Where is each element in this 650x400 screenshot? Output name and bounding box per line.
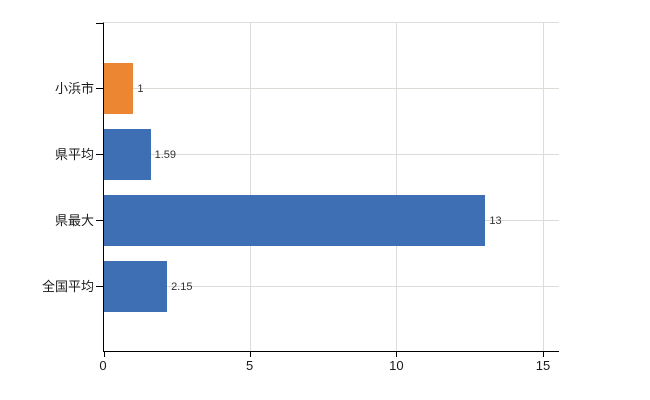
bar-value-label: 13 — [489, 214, 502, 227]
bar-value-label: 1.59 — [154, 148, 177, 161]
bar-県平均 — [104, 129, 151, 180]
x-axis-tick — [104, 351, 105, 357]
bar-全国平均 — [104, 261, 168, 312]
vertical-gridline — [249, 23, 251, 351]
x-tick-label: 0 — [99, 358, 107, 373]
x-axis-tick — [396, 351, 398, 357]
category-gridline — [104, 286, 559, 287]
x-tick-label: 15 — [535, 358, 551, 373]
y-axis-tick — [96, 154, 103, 155]
y-axis-tick — [96, 286, 103, 287]
bar-value-label: 2.15 — [171, 280, 193, 293]
y-axis-tick — [96, 88, 103, 89]
x-tick-label: 10 — [389, 358, 404, 373]
vertical-gridline — [396, 23, 398, 351]
y-axis-tick — [96, 220, 103, 221]
bar-県最大 — [104, 195, 486, 246]
bar-value-label: 1 — [137, 82, 144, 95]
plot-area: 1 1.59 13 2.15 — [96, 22, 559, 357]
category-gridline — [104, 154, 559, 155]
category-label: 全国平均 — [41, 278, 94, 294]
category-label: 県最大 — [54, 212, 94, 228]
vertical-gridline — [543, 23, 544, 351]
bar-小浜市 — [104, 63, 134, 114]
x-tick-label: 5 — [246, 358, 254, 373]
category-gridline — [104, 88, 559, 89]
x-axis-tick — [543, 351, 544, 357]
category-label: 県平均 — [54, 146, 94, 162]
y-axis-end-tick — [96, 23, 103, 24]
x-axis-tick — [249, 351, 251, 357]
category-label: 小浜市 — [54, 80, 94, 96]
